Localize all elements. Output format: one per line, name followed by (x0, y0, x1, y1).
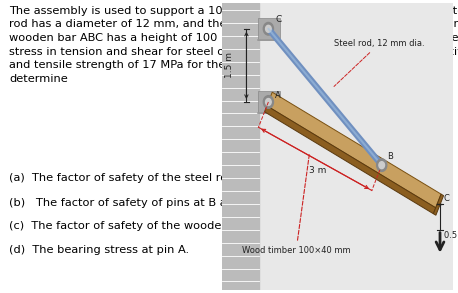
Text: C: C (443, 194, 449, 203)
Text: C: C (275, 15, 282, 24)
Polygon shape (265, 106, 436, 214)
Circle shape (379, 162, 385, 169)
Circle shape (266, 98, 271, 105)
Text: B: B (387, 152, 393, 161)
Text: A: A (275, 91, 281, 100)
Bar (258, 18, 280, 40)
Text: Wood timber 100×40 mm: Wood timber 100×40 mm (242, 155, 350, 255)
Bar (222, 3, 259, 290)
Circle shape (263, 96, 273, 108)
Text: 3 m: 3 m (309, 166, 326, 175)
Text: The assembly is used to support a 10 kN point load at the tip as shown. The stee: The assembly is used to support a 10 kN … (9, 6, 458, 84)
Text: Steel rod, 12 mm dia.: Steel rod, 12 mm dia. (334, 39, 425, 86)
Text: 0.5 m: 0.5 m (444, 231, 458, 240)
Polygon shape (267, 92, 441, 208)
Circle shape (376, 159, 387, 171)
Text: (d)  The bearing stress at pin A.: (d) The bearing stress at pin A. (9, 245, 189, 255)
Text: 1.5 m: 1.5 m (225, 52, 234, 79)
Bar (258, 91, 280, 113)
Polygon shape (222, 3, 453, 290)
Text: (c)  The factor of safety of the wooden bar ABC: (c) The factor of safety of the wooden b… (9, 221, 278, 231)
Polygon shape (433, 194, 443, 215)
Text: (a)  The factor of safety of the steel rod BC: (a) The factor of safety of the steel ro… (9, 173, 254, 183)
Text: (b)   The factor of safety of pins at B and C: (b) The factor of safety of pins at B an… (9, 198, 253, 208)
Circle shape (266, 25, 271, 32)
Circle shape (263, 23, 273, 35)
